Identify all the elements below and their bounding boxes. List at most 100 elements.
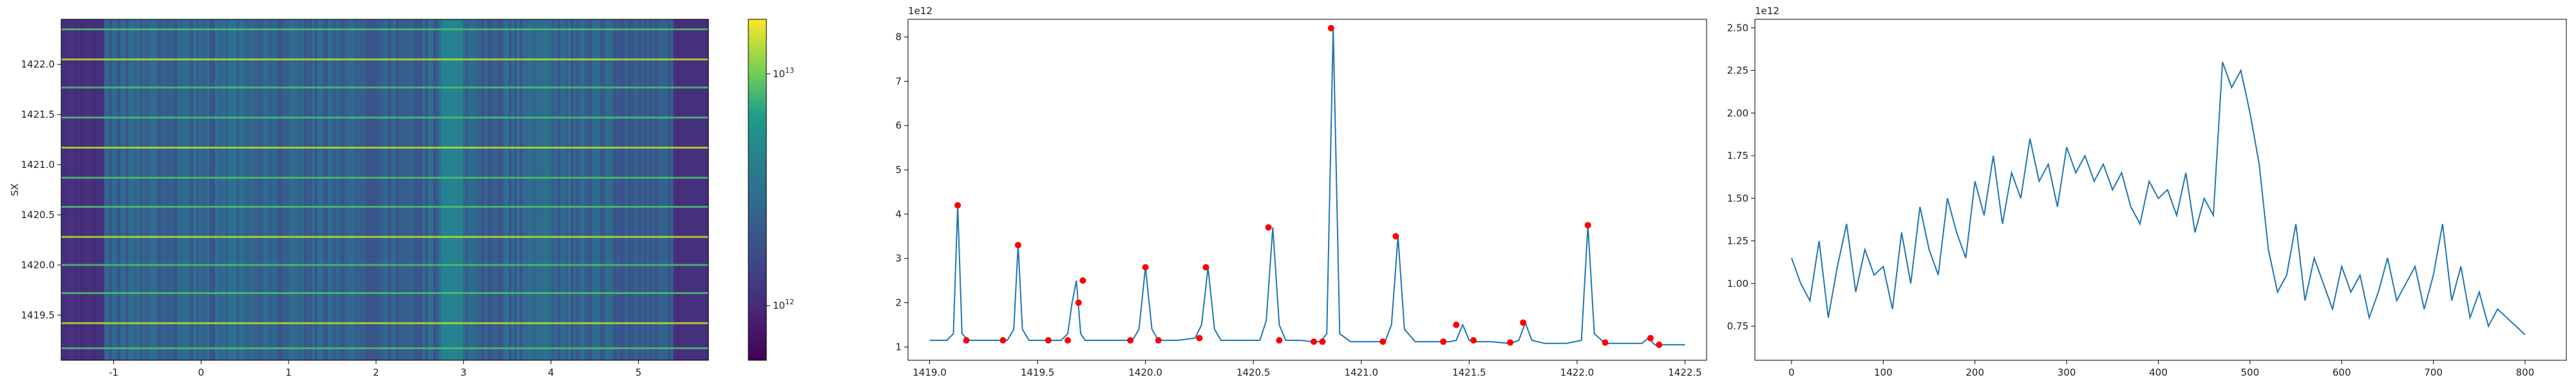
heatmap-column: [117, 19, 121, 360]
heatmap-column: [571, 19, 574, 360]
heatmap-column: [625, 19, 628, 360]
heatmap-column: [220, 19, 223, 360]
heatmap-column: [77, 19, 80, 360]
heatmap-column: [579, 19, 582, 360]
heatmap-column: [652, 19, 655, 360]
peak-marker: [1584, 222, 1591, 229]
heatmap-column: [678, 19, 682, 360]
heatmap-column: [328, 19, 332, 360]
heatmap-column: [533, 19, 536, 360]
heatmap-column: [80, 19, 84, 360]
y-tick-label: 1420.0: [21, 259, 55, 271]
heatmap-bright-row: [61, 58, 708, 60]
x-tick-label: 5: [636, 367, 642, 378]
heatmap-column: [336, 19, 339, 360]
heatmap-column: [705, 19, 709, 360]
heatmap-column: [252, 19, 256, 360]
peak-marker: [1142, 264, 1149, 271]
heatmap-column: [509, 19, 512, 360]
heatmap-column: [468, 19, 472, 360]
heatmap-column: [174, 19, 178, 360]
peak-marker: [1065, 337, 1071, 344]
series-line: [1790, 61, 2526, 336]
heatmap-column: [69, 19, 73, 360]
colorbar: [748, 19, 767, 361]
heatmap-column: [665, 19, 668, 360]
series-x-ticks: 0 100 200 300 400 500 600 700 800: [1788, 360, 2534, 378]
heatmap-column: [266, 19, 270, 360]
heatmap-column: [223, 19, 227, 360]
heatmap-column: [428, 19, 431, 360]
heatmap-column: [217, 19, 221, 360]
heatmap-column: [516, 19, 520, 360]
heatmap-column: [450, 19, 453, 360]
heatmap-column: [107, 19, 110, 360]
heatmap-column: [317, 19, 321, 360]
heatmap-column: [614, 19, 618, 360]
heatmap-column: [473, 19, 477, 360]
heatmap-bright-row: [61, 176, 708, 179]
heatmap-column: [285, 19, 289, 360]
peak-marker: [1440, 338, 1447, 345]
heatmap-column: [414, 19, 418, 360]
heatmap-column: [500, 19, 504, 360]
heatmap-column: [303, 19, 307, 360]
heatmap-column: [641, 19, 645, 360]
heatmap-column: [573, 19, 577, 360]
peak-marker: [1265, 224, 1272, 231]
peak-marker: [1276, 337, 1283, 344]
peak-marker: [1045, 337, 1052, 344]
heatmap-frame: [61, 19, 709, 361]
heatmap-column: [312, 19, 316, 360]
colorbar-tick-label: 1013: [773, 66, 794, 80]
heatmap-column: [409, 19, 412, 360]
x-tick-label: 300: [2058, 367, 2076, 378]
x-tick-label: 600: [2333, 367, 2351, 378]
heatmap-column: [598, 19, 601, 360]
heatmap-column: [684, 19, 688, 360]
heatmap-column: [314, 19, 318, 360]
heatmap-column: [301, 19, 305, 360]
heatmap-column: [128, 19, 132, 360]
heatmap-column: [582, 19, 585, 360]
heatmap-column: [576, 19, 580, 360]
heatmap-column: [231, 19, 234, 360]
heatmap-column: [460, 19, 464, 360]
heatmap-column: [549, 19, 553, 360]
y-tick-label: 1422.0: [21, 59, 55, 70]
y-tick-label: 0.75: [1727, 320, 1748, 332]
heatmap-column: [395, 19, 399, 360]
colorbar-tick-label: 1012: [773, 298, 794, 311]
heatmap-column: [412, 19, 415, 360]
x-tick-label: 4: [548, 367, 554, 378]
heatmap-cells: [61, 19, 709, 360]
spectrum-line: [929, 28, 1685, 345]
heatmap-column: [695, 19, 698, 360]
peak-marker: [1075, 299, 1082, 306]
heatmap-column: [142, 19, 146, 360]
y-tick-label: 7: [895, 75, 902, 87]
heatmap-column: [657, 19, 661, 360]
heatmap-column: [325, 19, 329, 360]
heatmap-column: [339, 19, 343, 360]
heatmap-column: [250, 19, 253, 360]
x-tick-label: 1422.0: [1560, 367, 1595, 378]
heatmap-column: [455, 19, 459, 360]
heatmap-column: [212, 19, 216, 360]
colorbar-ticks: 1012 1013: [766, 66, 794, 311]
heatmap-column: [214, 19, 218, 360]
heatmap-column: [401, 19, 404, 360]
heatmap-column: [244, 19, 248, 360]
heatmap-column: [565, 19, 569, 360]
heatmap-column: [692, 19, 696, 360]
peaks-panel: 1419.0 1419.5 1420.0 1420.5 1421.0 1421.5 1422…: [895, 5, 1707, 378]
heatmap-column: [676, 19, 679, 360]
x-tick-label: 400: [2149, 367, 2168, 378]
heatmap-column: [182, 19, 186, 360]
heatmap-column: [476, 19, 480, 360]
y-tick-label: 1420.5: [21, 209, 55, 221]
heatmap-column: [71, 19, 75, 360]
peak-marker: [999, 337, 1007, 344]
y-tick-label: 1419.5: [21, 309, 55, 321]
y-tick-label: 2.50: [1727, 22, 1748, 33]
